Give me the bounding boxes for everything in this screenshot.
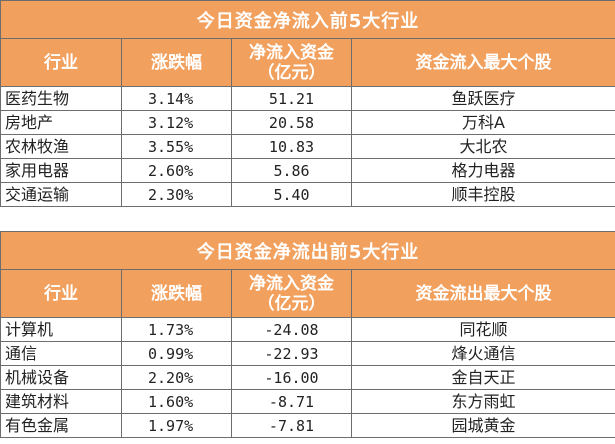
outflow-title-row: 今日资金净流出前5大行业: [0, 231, 615, 270]
table-row: 计算机 1.73% -24.08 同花顺: [0, 317, 615, 342]
stock-cell: 顺丰控股: [350, 182, 615, 207]
flow-cell: 5.86: [231, 158, 352, 183]
inflow-header-flow-line2: （亿元）: [257, 62, 326, 83]
change-cell: 3.14%: [121, 86, 232, 111]
outflow-header-industry: 行业: [0, 269, 122, 318]
inflow-header-flow-line1: 净流入资金: [249, 42, 334, 63]
change-cell: 2.30%: [121, 182, 232, 207]
industry-cell: 建筑材料: [0, 389, 122, 414]
table-row: 医药生物 3.14% 51.21 鱼跃医疗: [0, 86, 615, 111]
outflow-header-flow: 净流入资金 （亿元）: [231, 269, 352, 318]
inflow-table: 今日资金净流入前5大行业 行业 涨跌幅 净流入资金 （亿元） 资金流入最大个股 …: [0, 0, 615, 207]
inflow-header-industry: 行业: [0, 38, 122, 87]
industry-cell: 通信: [0, 341, 122, 366]
stock-cell: 同花顺: [350, 317, 615, 342]
flow-cell: 20.58: [231, 110, 352, 135]
inflow-title-row: 今日资金净流入前5大行业: [0, 0, 615, 39]
stock-cell: 金自天正: [350, 365, 615, 390]
flow-cell: -7.81: [231, 413, 352, 438]
inflow-header-flow: 净流入资金 （亿元）: [231, 38, 352, 87]
inflow-header-stock: 资金流入最大个股: [350, 38, 615, 87]
table-row: 农林牧渔 3.55% 10.83 大北农: [0, 134, 615, 159]
flow-cell: -22.93: [231, 341, 352, 366]
industry-cell: 计算机: [0, 317, 122, 342]
change-cell: 3.12%: [121, 110, 232, 135]
outflow-header-row: 行业 涨跌幅 净流入资金 （亿元） 资金流出最大个股: [0, 269, 615, 318]
inflow-header-row: 行业 涨跌幅 净流入资金 （亿元） 资金流入最大个股: [0, 38, 615, 87]
change-cell: 0.99%: [121, 341, 232, 366]
outflow-header-flow-line1: 净流入资金: [249, 273, 334, 294]
change-cell: 1.97%: [121, 413, 232, 438]
stock-cell: 烽火通信: [350, 341, 615, 366]
stock-cell: 万科A: [350, 110, 615, 135]
industry-cell: 医药生物: [0, 86, 122, 111]
outflow-header-stock: 资金流出最大个股: [350, 269, 615, 318]
flow-cell: 51.21: [231, 86, 352, 111]
table-row: 家用电器 2.60% 5.86 格力电器: [0, 158, 615, 183]
change-cell: 2.60%: [121, 158, 232, 183]
outflow-header-change: 涨跌幅: [121, 269, 232, 318]
change-cell: 3.55%: [121, 134, 232, 159]
stock-cell: 东方雨虹: [350, 389, 615, 414]
table-row: 机械设备 2.20% -16.00 金自天正: [0, 365, 615, 390]
industry-cell: 房地产: [0, 110, 122, 135]
table-row: 有色金属 1.97% -7.81 园城黄金: [0, 413, 615, 438]
change-cell: 1.60%: [121, 389, 232, 414]
change-cell: 1.73%: [121, 317, 232, 342]
flow-cell: -24.08: [231, 317, 352, 342]
inflow-header-change: 涨跌幅: [121, 38, 232, 87]
outflow-header-flow-line2: （亿元）: [257, 293, 326, 314]
industry-cell: 有色金属: [0, 413, 122, 438]
inflow-title: 今日资金净流入前5大行业: [0, 0, 615, 39]
industry-cell: 交通运输: [0, 182, 122, 207]
flow-cell: -16.00: [231, 365, 352, 390]
stock-cell: 大北农: [350, 134, 615, 159]
table-row: 交通运输 2.30% 5.40 顺丰控股: [0, 182, 615, 207]
industry-cell: 农林牧渔: [0, 134, 122, 159]
flow-cell: 5.40: [231, 182, 352, 207]
flow-cell: -8.71: [231, 389, 352, 414]
stock-cell: 园城黄金: [350, 413, 615, 438]
change-cell: 2.20%: [121, 365, 232, 390]
outflow-table: 今日资金净流出前5大行业 行业 涨跌幅 净流入资金 （亿元） 资金流出最大个股 …: [0, 231, 615, 438]
stock-cell: 鱼跃医疗: [350, 86, 615, 111]
table-row: 建筑材料 1.60% -8.71 东方雨虹: [0, 389, 615, 414]
flow-cell: 10.83: [231, 134, 352, 159]
stock-cell: 格力电器: [350, 158, 615, 183]
table-row: 房地产 3.12% 20.58 万科A: [0, 110, 615, 135]
industry-cell: 机械设备: [0, 365, 122, 390]
outflow-title: 今日资金净流出前5大行业: [0, 231, 615, 270]
industry-cell: 家用电器: [0, 158, 122, 183]
table-row: 通信 0.99% -22.93 烽火通信: [0, 341, 615, 366]
